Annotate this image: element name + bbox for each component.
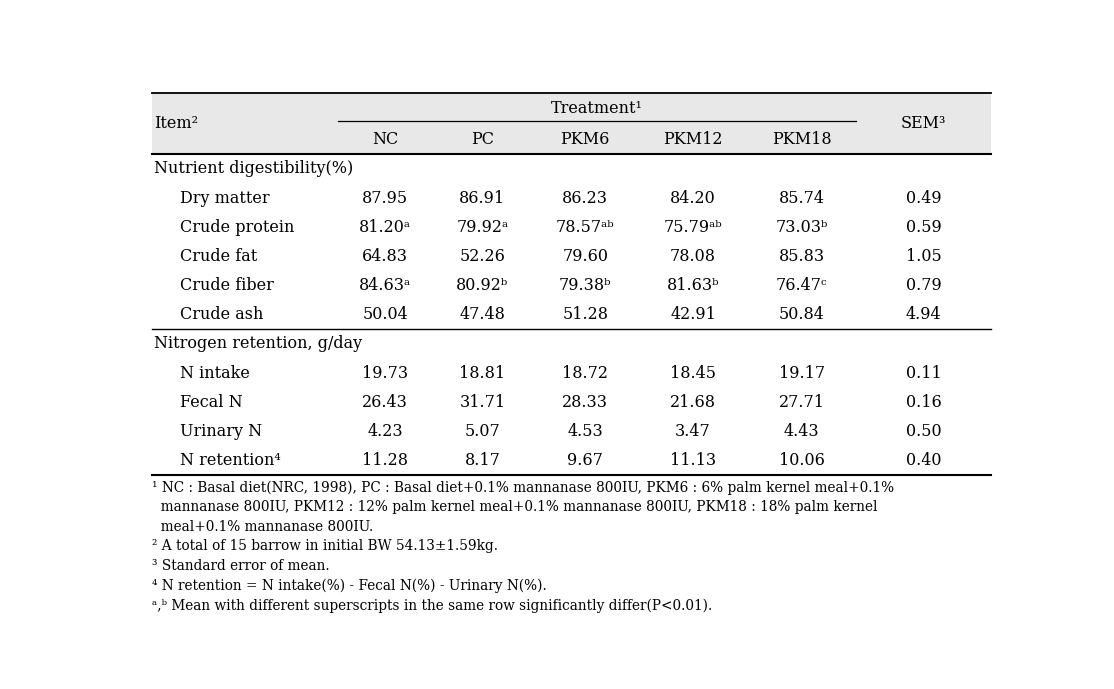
Text: 28.33: 28.33 — [563, 394, 608, 411]
Text: ¹ NC : Basal diet(NRC, 1998), PC : Basal diet+0.1% mannanase 800IU, PKM6 : 6% pa: ¹ NC : Basal diet(NRC, 1998), PC : Basal… — [153, 481, 895, 495]
Text: 73.03ᵇ: 73.03ᵇ — [775, 218, 828, 236]
Text: 86.23: 86.23 — [563, 189, 608, 207]
Text: 50.04: 50.04 — [362, 307, 408, 323]
Text: 52.26: 52.26 — [459, 248, 506, 265]
Text: 9.67: 9.67 — [567, 452, 603, 469]
Text: 1.05: 1.05 — [906, 248, 941, 265]
Text: meal+0.1% mannanase 800IU.: meal+0.1% mannanase 800IU. — [153, 520, 373, 534]
Text: 27.71: 27.71 — [779, 394, 824, 411]
Text: PC: PC — [471, 131, 494, 147]
Text: Nutrient digestibility(%): Nutrient digestibility(%) — [154, 161, 353, 177]
Text: PKM18: PKM18 — [772, 131, 832, 147]
Text: 80.92ᵇ: 80.92ᵇ — [457, 277, 509, 294]
Text: Crude fat: Crude fat — [179, 248, 257, 265]
Text: 84.20: 84.20 — [671, 189, 716, 207]
Text: 4.23: 4.23 — [368, 423, 403, 440]
Text: 18.45: 18.45 — [671, 364, 716, 382]
Text: Item²: Item² — [154, 115, 198, 132]
Text: SEM³: SEM³ — [901, 115, 947, 132]
Text: 85.83: 85.83 — [779, 248, 825, 265]
Text: 78.08: 78.08 — [671, 248, 716, 265]
Text: 51.28: 51.28 — [563, 307, 608, 323]
Text: ² A total of 15 barrow in initial BW 54.13±1.59kg.: ² A total of 15 barrow in initial BW 54.… — [153, 539, 498, 553]
Text: 87.95: 87.95 — [362, 189, 409, 207]
Text: N retention⁴: N retention⁴ — [179, 452, 281, 469]
Text: 19.17: 19.17 — [779, 364, 825, 382]
Text: 79.92ᵃ: 79.92ᵃ — [457, 218, 508, 236]
Text: 0.11: 0.11 — [906, 364, 941, 382]
Text: 47.48: 47.48 — [459, 307, 506, 323]
Text: ³ Standard error of mean.: ³ Standard error of mean. — [153, 559, 330, 573]
Text: 26.43: 26.43 — [362, 394, 408, 411]
Text: 78.57ᵃᵇ: 78.57ᵃᵇ — [556, 218, 615, 236]
Text: 0.16: 0.16 — [906, 394, 941, 411]
Text: mannanase 800IU, PKM12 : 12% palm kernel meal+0.1% mannanase 800IU, PKM18 : 18% : mannanase 800IU, PKM12 : 12% palm kernel… — [153, 500, 878, 514]
Text: Treatment¹: Treatment¹ — [551, 100, 643, 117]
Text: ⁴ N retention = N intake(%) - Fecal N(%) - Urinary N(%).: ⁴ N retention = N intake(%) - Fecal N(%)… — [153, 579, 547, 593]
Text: Crude protein: Crude protein — [179, 218, 294, 236]
Text: Dry matter: Dry matter — [179, 189, 270, 207]
Text: 79.60: 79.60 — [563, 248, 608, 265]
Text: 5.07: 5.07 — [465, 423, 500, 440]
Text: Crude fiber: Crude fiber — [179, 277, 274, 294]
Text: 64.83: 64.83 — [362, 248, 409, 265]
Text: 81.20ᵃ: 81.20ᵃ — [360, 218, 411, 236]
Text: Urinary N: Urinary N — [179, 423, 262, 440]
Text: 85.74: 85.74 — [779, 189, 824, 207]
Text: 81.63ᵇ: 81.63ᵇ — [667, 277, 720, 294]
Text: 0.49: 0.49 — [906, 189, 941, 207]
Text: 84.63ᵃ: 84.63ᵃ — [359, 277, 411, 294]
Text: Nitrogen retention, g/day: Nitrogen retention, g/day — [154, 336, 362, 353]
Text: 0.79: 0.79 — [906, 277, 941, 294]
Text: NC: NC — [372, 131, 399, 147]
Text: 4.43: 4.43 — [784, 423, 820, 440]
Text: 11.28: 11.28 — [362, 452, 409, 469]
Text: 76.47ᶜ: 76.47ᶜ — [776, 277, 828, 294]
Text: Crude ash: Crude ash — [179, 307, 263, 323]
Text: 75.79ᵃᵇ: 75.79ᵃᵇ — [664, 218, 722, 236]
Text: 18.81: 18.81 — [459, 364, 506, 382]
Text: 79.38ᵇ: 79.38ᵇ — [559, 277, 612, 294]
Text: 8.17: 8.17 — [465, 452, 500, 469]
Text: 42.91: 42.91 — [671, 307, 716, 323]
Text: 19.73: 19.73 — [362, 364, 409, 382]
Text: 0.59: 0.59 — [906, 218, 941, 236]
Text: PKM6: PKM6 — [560, 131, 609, 147]
Text: 0.50: 0.50 — [906, 423, 941, 440]
Text: N intake: N intake — [179, 364, 250, 382]
Text: Fecal N: Fecal N — [179, 394, 243, 411]
Text: 3.47: 3.47 — [675, 423, 711, 440]
Text: 11.13: 11.13 — [670, 452, 716, 469]
Text: 18.72: 18.72 — [563, 364, 608, 382]
Text: PKM12: PKM12 — [663, 131, 723, 147]
Text: 10.06: 10.06 — [779, 452, 824, 469]
Text: 86.91: 86.91 — [459, 189, 506, 207]
Text: 4.53: 4.53 — [567, 423, 603, 440]
Text: 4.94: 4.94 — [906, 307, 941, 323]
Text: 31.71: 31.71 — [459, 394, 506, 411]
Text: 50.84: 50.84 — [779, 307, 824, 323]
Bar — [153, 93, 991, 154]
Text: 0.40: 0.40 — [906, 452, 941, 469]
Text: ᵃ,ᵇ Mean with different superscripts in the same row significantly differ(P<0.01: ᵃ,ᵇ Mean with different superscripts in … — [153, 598, 713, 613]
Text: 21.68: 21.68 — [671, 394, 716, 411]
